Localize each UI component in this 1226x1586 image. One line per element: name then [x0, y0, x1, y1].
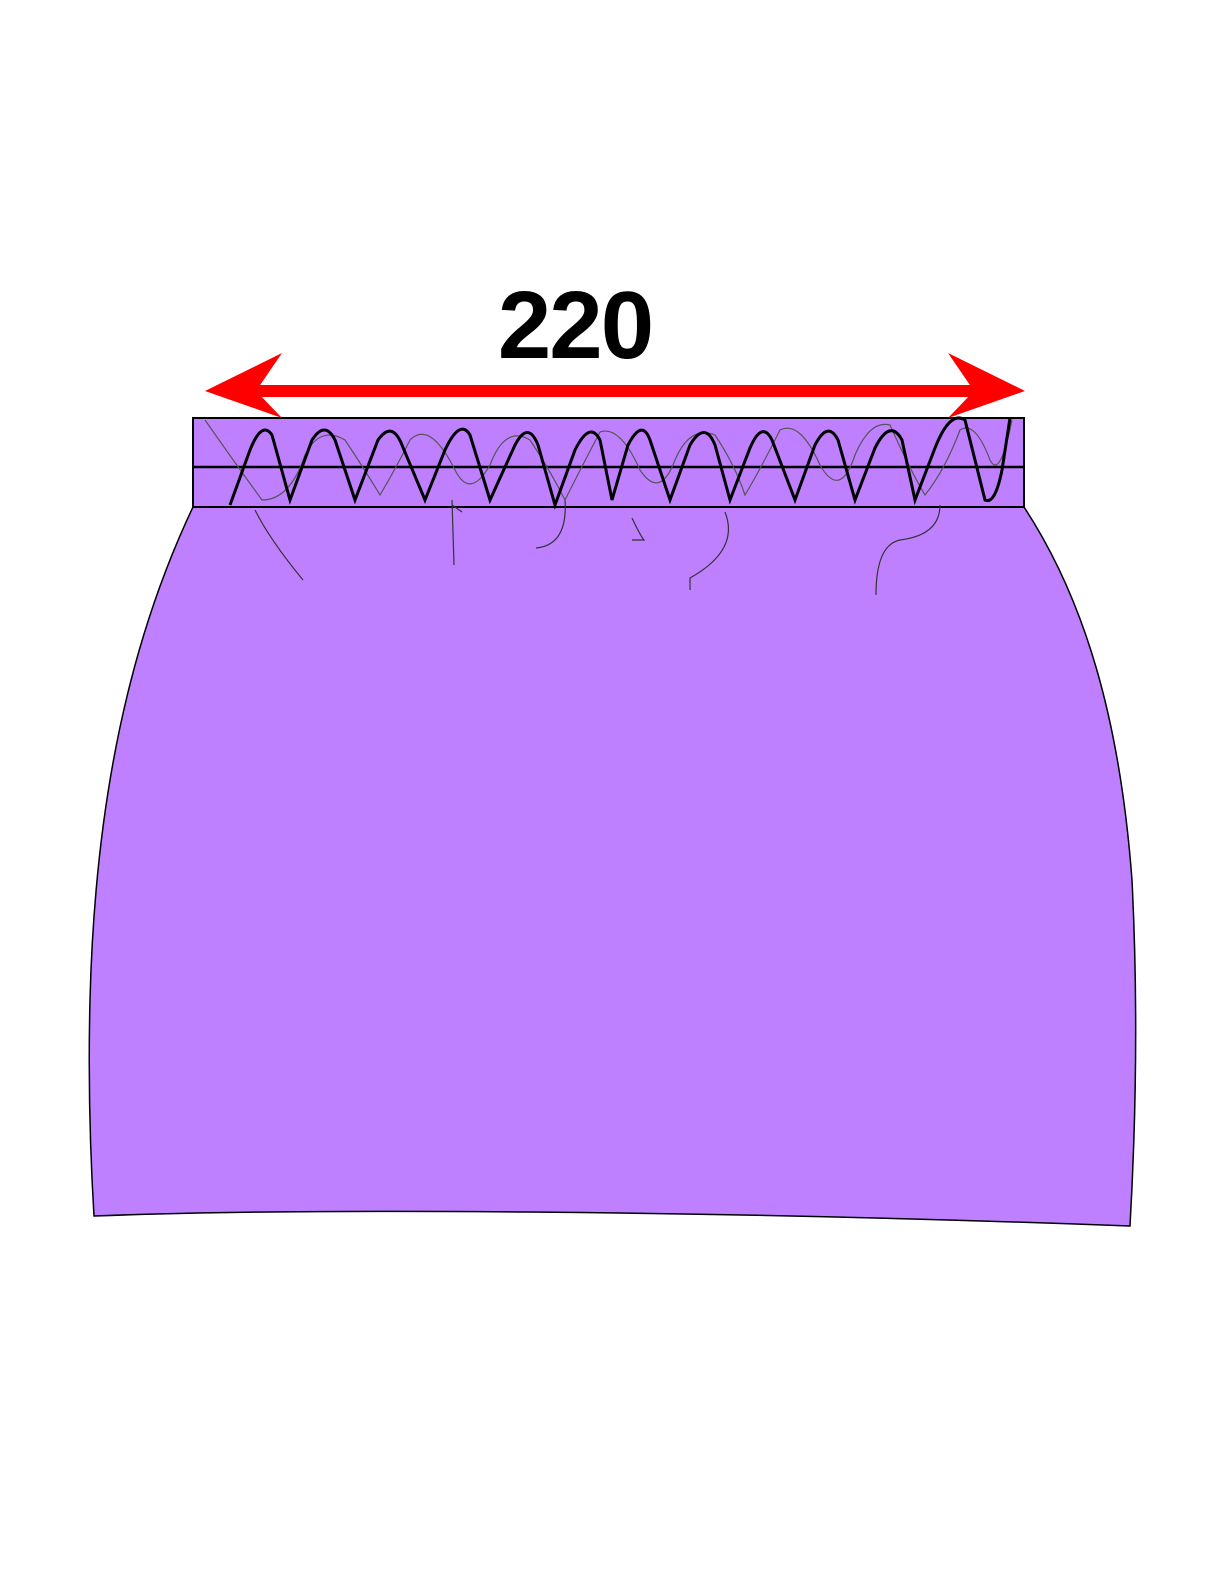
zigzag-stitch-thin — [204, 419, 1013, 502]
measurement-label: 220 — [498, 272, 652, 379]
double-headed-arrow — [205, 353, 1025, 418]
thread-tails — [254, 499, 941, 596]
skirt-body — [88, 506, 1137, 1227]
zigzag-stitch-bold — [228, 416, 1012, 510]
